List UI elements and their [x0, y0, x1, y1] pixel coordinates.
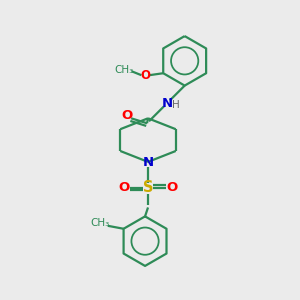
Text: N: N	[142, 156, 154, 170]
Text: O: O	[118, 181, 130, 194]
Text: CH₃: CH₃	[90, 218, 110, 228]
Text: O: O	[122, 109, 133, 122]
Text: S: S	[143, 180, 153, 195]
Text: N: N	[161, 97, 172, 110]
Text: O: O	[166, 181, 177, 194]
Text: CH₃: CH₃	[114, 65, 133, 75]
Text: H: H	[172, 100, 180, 110]
Text: O: O	[140, 69, 150, 82]
